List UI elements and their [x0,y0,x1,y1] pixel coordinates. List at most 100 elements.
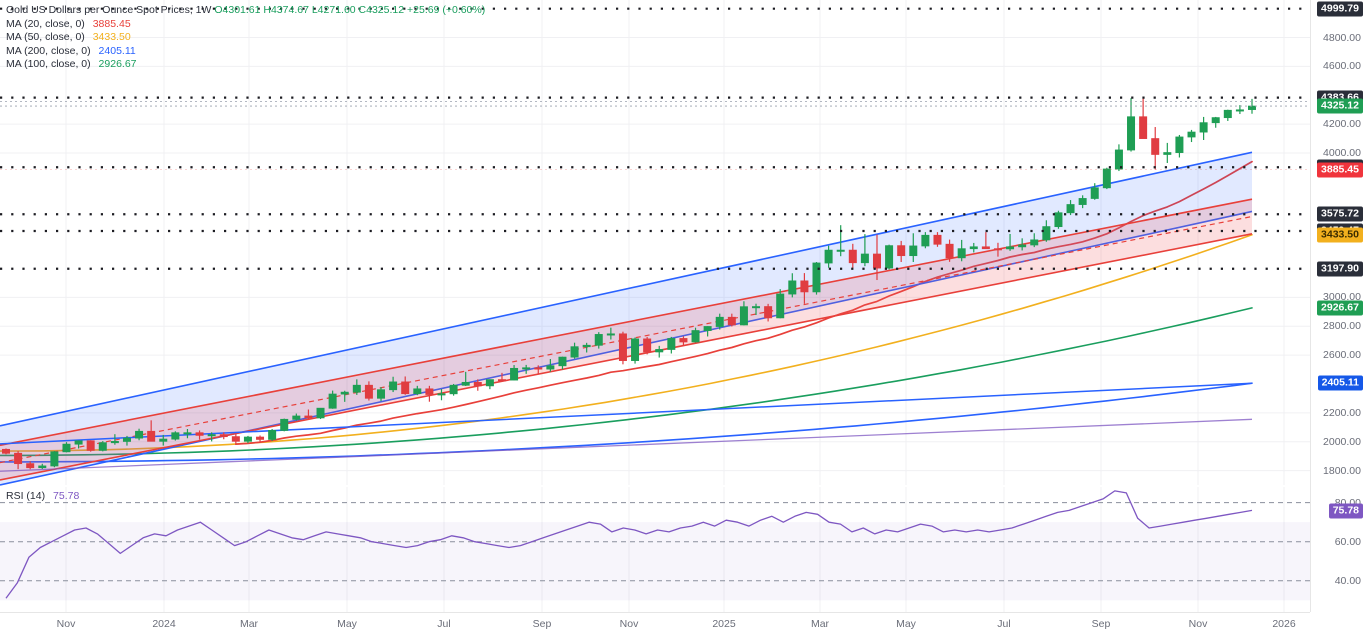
rsi-value-tag[interactable]: 75.78 [1328,503,1363,519]
candle-body [655,349,664,353]
price-tag[interactable]: 2926.67 [1317,300,1363,316]
candle-body [739,306,748,326]
candle-body [945,243,954,259]
candle-body [1199,122,1208,133]
rsi-band-fill [0,522,1310,601]
candle-body [691,330,700,343]
candle-body [1248,105,1257,110]
candle-body [522,367,531,370]
candle-body [885,245,894,269]
time-axis-tick: Mar [239,618,259,630]
ma-line [234,160,1253,446]
candle-body [510,367,519,381]
time-axis-tick: Sep [1091,618,1111,630]
plot-area[interactable]: Gold US Dollars per Ounce Spot Prices, 1… [0,0,1310,612]
candle-body [352,384,361,393]
time-axis-tick: Jul [437,618,451,630]
candle-body [316,407,325,419]
price-chart-canvas[interactable] [0,0,1310,486]
candle-body [26,463,35,469]
price-axis-tick: 4800.00 [1323,31,1361,44]
candle-body [1175,136,1184,153]
candle-body [752,306,761,309]
candle-body [727,316,736,326]
candle-body [219,434,228,438]
candle-body [643,338,652,353]
price-tag[interactable]: 3197.90 [1317,261,1363,277]
candle-body [897,245,906,257]
price-tag[interactable]: 3885.45 [1317,162,1363,178]
candle-body [86,440,95,451]
candle-body [461,381,470,386]
ma-line [0,382,1253,463]
candle-body [425,388,434,395]
rsi-label: RSI (14) [6,490,46,502]
candle-body [812,262,821,293]
candle-body [292,415,301,420]
rsi-line [5,490,1253,599]
candle-body [268,430,277,440]
secondary-channel-edge [0,382,1253,445]
time-axis-tick: Nov [619,618,639,630]
secondary-channel-edge [0,418,1253,472]
candle-body [389,381,398,391]
candle-body [1102,168,1111,189]
price-pane[interactable]: Gold US Dollars per Ounce Spot Prices, 1… [0,0,1310,486]
candle-body [304,415,313,419]
candle-body [62,443,71,453]
candle-body [715,316,724,327]
candle-body [981,246,990,250]
price-axis[interactable]: 1800.00 2000.00 2200.00 2600.00 2800.00 3000.… [1310,0,1365,612]
candle-body [1163,152,1172,155]
candle-body [534,367,543,370]
candle-body [231,436,240,442]
candle-body [594,334,603,346]
candle-body [50,451,59,467]
candle-body [824,249,833,264]
time-axis[interactable]: Nov 2024 Mar May Jul Sep Nov 2025 Mar May Jul Sep No… [0,612,1310,635]
price-tag[interactable]: 4999.79 [1317,1,1363,17]
candle-body [147,430,156,442]
price-axis-tick: 3000.00 [1323,291,1361,304]
candle-body [679,338,688,343]
candle-body [38,465,47,469]
candle-body [872,253,881,269]
candle-body [558,356,567,367]
candle-body [159,438,168,442]
candle-body [1235,109,1244,112]
price-axis-tick: 2800.00 [1323,320,1361,333]
candle-body [1018,244,1027,248]
time-axis-tick: Jul [997,618,1011,630]
candle-body [1114,149,1123,170]
price-tag[interactable]: 3433.50 [1317,227,1363,243]
time-axis-tick: 2025 [712,618,736,630]
candle-body [122,437,131,442]
candle-body [1006,246,1015,250]
candle-body [364,384,373,399]
candle-body [933,234,942,245]
rsi-axis-tick: 40.00 [1334,574,1361,587]
candle-body [280,418,289,431]
price-tag[interactable]: 3575.72 [1317,206,1363,222]
rsi-pane[interactable]: RSI (14) 75.78 [0,487,1310,612]
candle-body [1090,187,1099,199]
candle-body [957,248,966,259]
rsi-chart-canvas[interactable] [0,487,1310,612]
candle-body [135,430,144,439]
candle-body [631,338,640,361]
rsi-legend[interactable]: RSI (14) 75.78 [6,490,79,502]
candle-body [485,379,494,387]
time-axis-tick: Nov [1188,618,1208,630]
candle-body [1211,117,1220,124]
candle-body [909,245,918,257]
price-axis-tick: 4000.00 [1323,147,1361,159]
candle-body [860,253,869,264]
ma-line [0,307,1253,457]
candle-body [449,384,458,395]
candle-body [764,306,773,319]
price-tag[interactable]: 2405.11 [1317,375,1363,391]
ma-line [0,234,1253,452]
price-tag[interactable]: 4325.12 [1317,98,1363,114]
candle-body [207,434,216,437]
candle-body [1223,109,1232,119]
